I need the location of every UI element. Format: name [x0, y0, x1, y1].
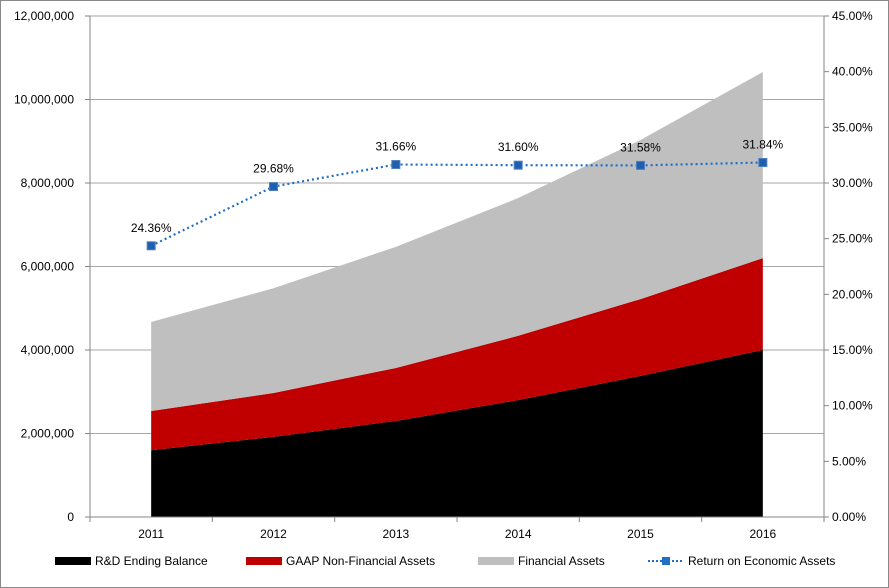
left-tick-label: 10,000,000 [14, 93, 74, 107]
legend-item-rd: R&D Ending Balance [55, 554, 208, 568]
legend-line-marker-icon [648, 557, 684, 565]
legend-swatch [55, 557, 91, 565]
left-tick-label: 12,000,000 [14, 9, 74, 23]
x-tick-label: 2016 [749, 527, 776, 541]
legend-item-return: Return on Economic Assets [648, 554, 835, 568]
right-tick-label: 35.00% [832, 120, 873, 134]
area-gaap-non-financial-assets [151, 258, 763, 451]
return-marker [391, 160, 401, 170]
return-data-label: 31.84% [742, 138, 783, 152]
legend-label: R&D Ending Balance [95, 554, 208, 568]
return-marker [758, 158, 768, 168]
x-tick-label: 2011 [138, 527, 164, 541]
return-data-label: 31.58% [620, 140, 661, 154]
area-financial-assets [151, 71, 763, 411]
return-line [150, 161, 763, 247]
return-data-label: 29.68% [253, 162, 294, 176]
return-marker [269, 182, 278, 192]
legend-swatch [246, 557, 282, 565]
return-data-label: 31.60% [498, 140, 539, 154]
legend-label: Return on Economic Assets [688, 554, 836, 568]
right-tick-label: 5.00% [832, 454, 866, 468]
legend-label: Financial Assets [518, 554, 605, 568]
x-tick-label: 2015 [627, 527, 654, 541]
legend-item-gaap: GAAP Non-Financial Assets [246, 554, 435, 568]
legend-label: GAAP Non-Financial Assets [286, 554, 436, 568]
right-tick-label: 30.00% [832, 176, 873, 190]
return-data-label: 31.66% [375, 140, 416, 154]
right-tick-label: 45.00% [832, 9, 873, 23]
legend-item-financial: Financial Assets [478, 554, 605, 568]
x-tick-label: 2014 [505, 527, 532, 541]
left-tick-label: 8,000,000 [21, 176, 75, 190]
return-marker [513, 160, 523, 170]
right-tick-label: 15.00% [832, 343, 873, 357]
area-r-d-ending-balance [151, 350, 763, 517]
left-tick-label: 4,000,000 [21, 343, 75, 357]
right-tick-label: 25.00% [832, 232, 873, 246]
return-marker [636, 160, 645, 170]
right-tick-label: 20.00% [832, 287, 873, 301]
return-marker [146, 241, 156, 251]
right-tick-label: 0.00% [832, 510, 866, 524]
left-tick-label: 0 [67, 510, 74, 524]
legend-swatch [478, 557, 514, 565]
right-tick-label: 40.00% [832, 65, 873, 79]
return-data-label: 24.36% [131, 221, 172, 235]
right-tick-label: 10.00% [832, 399, 873, 413]
x-tick-label: 2012 [260, 527, 287, 541]
left-tick-label: 2,000,000 [21, 427, 75, 441]
x-tick-label: 2013 [382, 527, 409, 541]
left-tick-label: 6,000,000 [21, 260, 75, 274]
